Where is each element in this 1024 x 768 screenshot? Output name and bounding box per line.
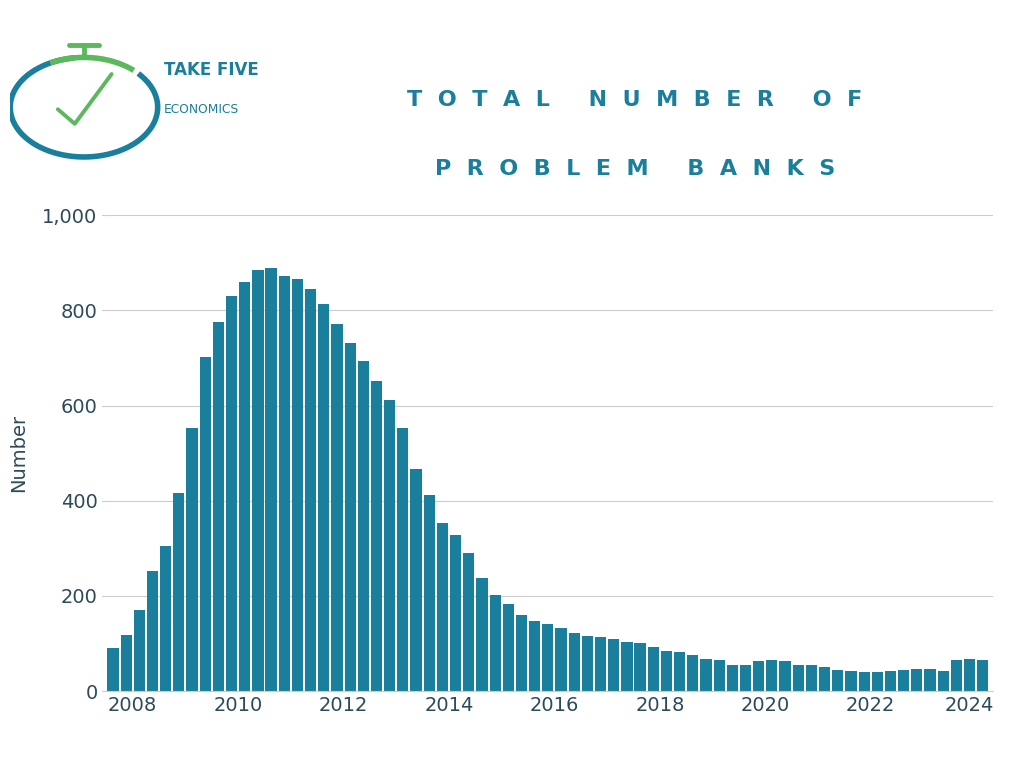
Bar — [344, 343, 355, 691]
Bar — [305, 290, 316, 691]
Bar — [292, 280, 303, 691]
Bar — [819, 667, 830, 691]
Bar — [160, 546, 171, 691]
Bar — [213, 323, 224, 691]
Bar — [265, 268, 276, 691]
Bar — [529, 621, 541, 691]
Bar — [766, 660, 777, 691]
Bar — [753, 661, 764, 691]
Bar — [582, 637, 593, 691]
Bar — [925, 669, 936, 691]
Bar — [384, 400, 395, 691]
Bar — [411, 468, 422, 691]
Bar — [226, 296, 238, 691]
Bar — [318, 304, 330, 691]
Bar — [950, 660, 962, 691]
Bar — [660, 651, 672, 691]
Bar — [964, 659, 975, 691]
Text: ECONOMICS: ECONOMICS — [164, 103, 239, 116]
Text: T  O  T  A  L     N  U  M  B  E  R     O  F: T O T A L N U M B E R O F — [408, 90, 862, 110]
Text: TAKE FIVE: TAKE FIVE — [164, 61, 259, 79]
Bar — [543, 624, 553, 691]
Bar — [476, 578, 487, 691]
Bar — [635, 643, 646, 691]
Bar — [568, 633, 580, 691]
Bar — [911, 669, 923, 691]
Bar — [200, 357, 211, 691]
Bar — [608, 639, 620, 691]
Bar — [134, 610, 145, 691]
Bar — [108, 648, 119, 691]
Bar — [674, 652, 685, 691]
Bar — [806, 666, 817, 691]
Bar — [397, 428, 409, 691]
Bar — [700, 659, 712, 691]
Bar — [846, 671, 856, 691]
Bar — [885, 671, 896, 691]
Bar — [121, 635, 132, 691]
Bar — [240, 282, 250, 691]
Bar — [858, 672, 869, 691]
Bar — [463, 553, 474, 691]
Bar — [898, 670, 909, 691]
Bar — [279, 276, 290, 691]
Bar — [516, 615, 527, 691]
Bar — [252, 270, 263, 691]
Bar — [503, 604, 514, 691]
Bar — [371, 381, 382, 691]
Bar — [424, 495, 435, 691]
Bar — [489, 594, 501, 691]
Bar — [146, 571, 158, 691]
Bar — [977, 660, 988, 691]
Bar — [622, 642, 633, 691]
Bar — [332, 323, 343, 691]
Bar — [833, 670, 844, 691]
Bar — [871, 672, 883, 691]
Y-axis label: Number: Number — [9, 414, 29, 492]
Bar — [450, 535, 461, 691]
Text: P  R  O  B  L  E  M     B  A  N  K  S: P R O B L E M B A N K S — [435, 159, 835, 179]
Bar — [555, 628, 566, 691]
Bar — [437, 523, 449, 691]
Bar — [595, 637, 606, 691]
Bar — [714, 660, 725, 691]
Bar — [793, 664, 804, 691]
Bar — [647, 647, 658, 691]
Bar — [186, 429, 198, 691]
Bar — [727, 664, 738, 691]
Bar — [938, 670, 949, 691]
Bar — [779, 660, 791, 691]
Bar — [687, 656, 698, 691]
Bar — [740, 664, 752, 691]
Bar — [357, 361, 369, 691]
Bar — [173, 493, 184, 691]
